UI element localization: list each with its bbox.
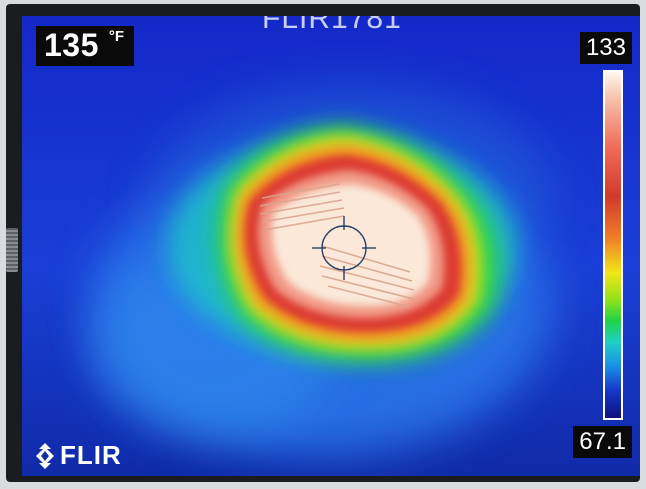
spot-temperature-value: 135 (44, 27, 99, 63)
plate-stripes (259, 183, 415, 308)
flir-flame-icon (36, 442, 54, 469)
brand-name: FLIR (60, 440, 122, 470)
color-scale-bar (603, 70, 623, 420)
scale-min-value: 67.1 (573, 426, 632, 458)
camera-model-label: FLIR1781 (262, 16, 402, 35)
spot-meter-crosshair (312, 216, 376, 280)
brand-logo: FLIR (32, 440, 122, 471)
thermal-image (22, 16, 640, 476)
temperature-unit: °F (108, 28, 125, 45)
spot-temperature-readout: 135 °F (36, 26, 135, 66)
side-tab (6, 228, 18, 272)
scale-max-value: 133 (579, 32, 632, 64)
thermal-screen: FLIR1781 135 °F 133 67.1 FLIR (22, 16, 640, 476)
